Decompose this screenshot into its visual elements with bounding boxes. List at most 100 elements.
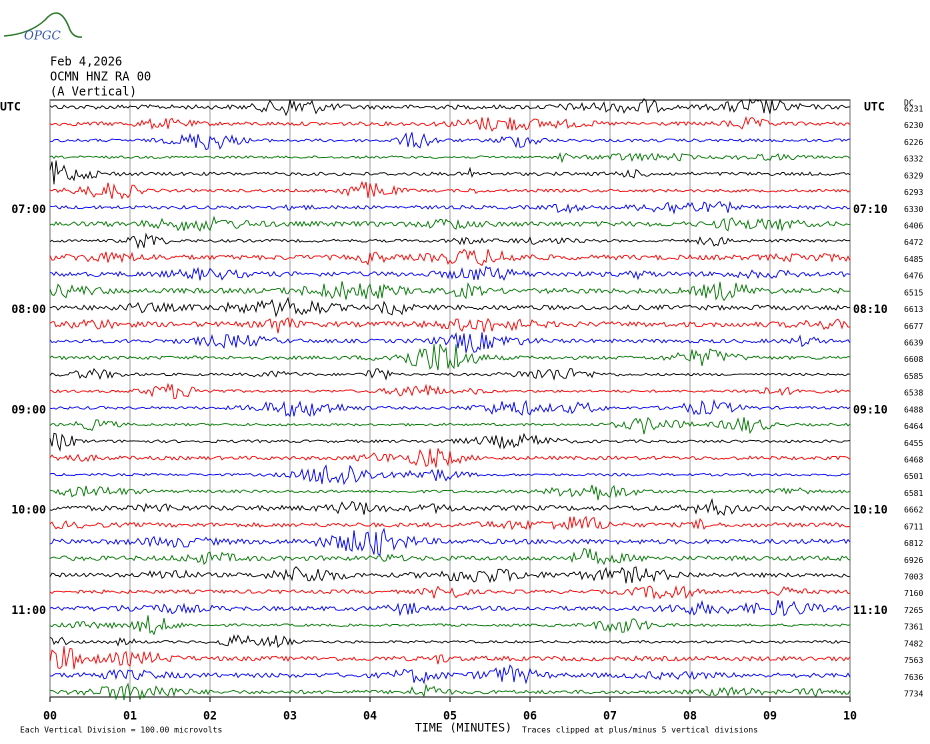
dc-value: 6332: [904, 155, 923, 164]
trace: [49, 215, 851, 232]
right-time-label: 09:10: [853, 402, 888, 416]
trace: [49, 484, 851, 501]
dc-value: 6488: [904, 405, 923, 414]
trace: [49, 200, 851, 215]
left-axis-label: UTC: [0, 100, 21, 114]
left-time-label: 10:00: [11, 503, 46, 517]
dc-value: 7636: [904, 673, 923, 682]
dc-value: 6515: [904, 288, 923, 297]
trace: [49, 160, 851, 185]
date: Feb 4,2026: [50, 55, 122, 69]
component: (A Vertical): [50, 85, 137, 99]
x-axis-label: TIME (MINUTES): [415, 721, 512, 735]
trace: [49, 115, 851, 132]
logo-text: OPGC: [24, 29, 61, 43]
trace: [49, 585, 851, 600]
trace: [49, 615, 851, 636]
x-tick-label: 01: [123, 709, 137, 723]
trace: [49, 497, 851, 516]
trace: [49, 599, 851, 617]
left-time-label: 09:00: [11, 402, 46, 416]
dc-value: 6293: [904, 188, 923, 197]
dc-value: 6613: [904, 305, 923, 314]
dc-value: 6476: [904, 272, 923, 281]
dc-value: 6230: [904, 121, 923, 130]
right-time-label: 08:10: [853, 302, 888, 316]
dc-value: 7265: [904, 606, 923, 615]
traces: [49, 98, 851, 701]
dc-value: 6608: [904, 355, 923, 364]
scale-note: Each Vertical Division = 100.00 microvol…: [20, 726, 222, 735]
right-axis-label: UTC: [864, 100, 885, 114]
x-tick-label: 08: [683, 709, 697, 723]
trace: [49, 151, 851, 164]
trace: [49, 547, 851, 566]
trace: [50, 382, 851, 400]
dc-value: 6639: [904, 339, 923, 348]
dc-value: 7160: [904, 589, 923, 598]
right-time-label: 10:10: [853, 503, 888, 517]
trace: [49, 664, 851, 685]
trace: [49, 265, 851, 281]
right-time-label: 07:10: [853, 202, 888, 216]
x-tick-label: 07: [603, 709, 617, 723]
trace: [49, 634, 851, 649]
dc-value: 7563: [904, 656, 923, 665]
dc-value: 6538: [904, 389, 923, 398]
trace: [49, 682, 851, 701]
dc-value: 6406: [904, 222, 923, 231]
left-time-label: 07:00: [11, 202, 46, 216]
trace: [49, 232, 851, 250]
station: OCMN HNZ RA 00: [50, 70, 151, 84]
dc-value: 6226: [904, 138, 923, 147]
right-time-label: 11:10: [853, 603, 888, 617]
trace: [49, 464, 851, 486]
dc-value: 6330: [904, 205, 923, 214]
x-tick-label: 02: [203, 709, 217, 723]
trace: [49, 566, 851, 584]
x-tick-label: 03: [283, 709, 297, 723]
dc-value: 6472: [904, 238, 923, 247]
x-tick-label: 10: [843, 709, 857, 723]
dc-value: 6812: [904, 539, 923, 548]
dc-value: 7003: [904, 573, 923, 582]
dc-value: 6926: [904, 556, 923, 565]
trace: [49, 248, 851, 267]
trace: [49, 527, 851, 556]
clip-note: Traces clipped at plus/minus 5 vertical …: [522, 726, 758, 735]
trace: [49, 132, 851, 151]
trace: [49, 398, 851, 418]
dc-value: 6464: [904, 422, 923, 431]
dc-value: 6585: [904, 372, 923, 381]
dc-value: 6711: [904, 522, 923, 531]
dc-value: 6455: [904, 439, 923, 448]
left-time-label: 11:00: [11, 603, 46, 617]
trace: [49, 180, 851, 200]
dc-value: 6468: [904, 456, 923, 465]
trace: [49, 367, 851, 381]
dc-value: 7361: [904, 623, 923, 632]
logo: OPGC: [3, 12, 83, 43]
trace: [49, 344, 851, 371]
x-tick-label: 06: [523, 709, 537, 723]
dc-value: 6485: [904, 255, 923, 264]
dc-value: 6329: [904, 171, 923, 180]
dc-value: 7482: [904, 639, 923, 648]
trace: [49, 646, 851, 670]
dc-value: 7734: [904, 690, 923, 699]
trace: [49, 515, 851, 531]
dc-value: 6231: [904, 105, 923, 114]
left-time-label: 08:00: [11, 302, 46, 316]
dc-header: DC: [904, 99, 914, 108]
dc-value: 6581: [904, 489, 923, 498]
x-tick-label: 09: [763, 709, 777, 723]
x-tick-label: 04: [363, 709, 377, 723]
trace: [49, 448, 851, 468]
logo-curve: [3, 12, 83, 38]
trace: [49, 296, 851, 318]
trace: [49, 416, 851, 435]
trace: [49, 98, 851, 117]
dc-value: 6662: [904, 506, 923, 515]
dc-value: 6501: [904, 472, 923, 481]
